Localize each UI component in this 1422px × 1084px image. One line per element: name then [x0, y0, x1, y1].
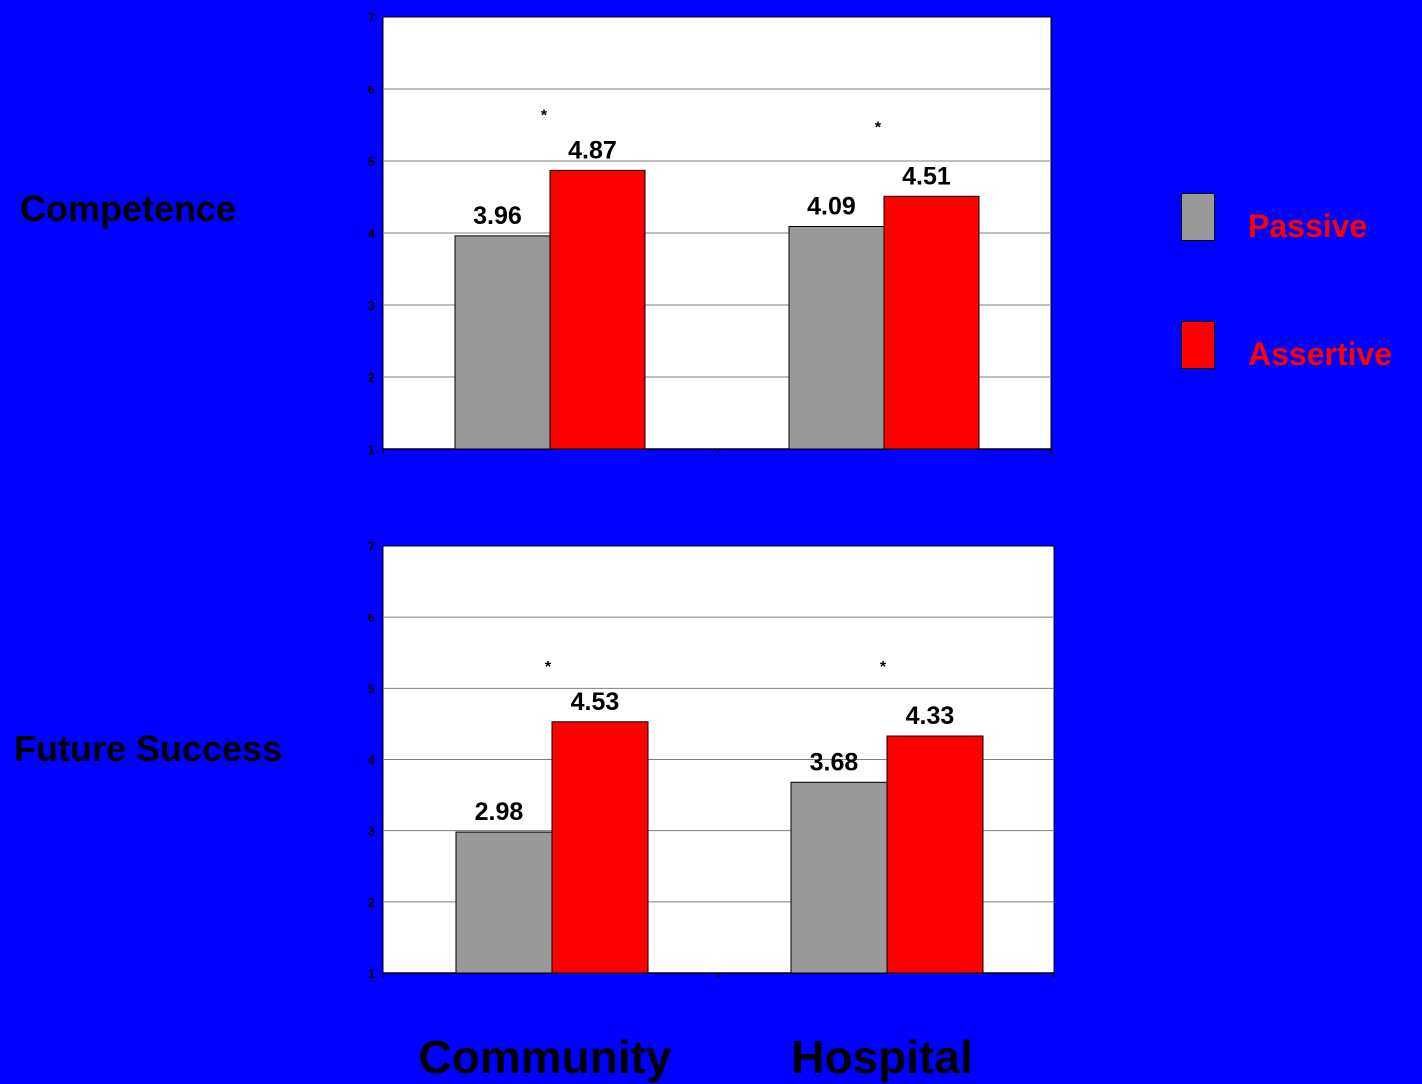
chart-future-success-bar-assertive-community: [551, 721, 649, 974]
chart-future-success-ytick-label: 4: [368, 753, 376, 768]
chart-future-success-data-label-assertive-community: 4.53: [571, 688, 620, 716]
chart-competence-ytick-label: 7: [368, 10, 375, 25]
legend-label-assertive: Assertive: [1248, 336, 1393, 372]
chart-future-success-ytick-label: 7: [368, 539, 375, 554]
chart-competence-ytick-label: 4: [368, 226, 376, 241]
chart-future-success-bar-assertive-hospital: [886, 735, 984, 974]
chart-future-success-data-label-assertive-hospital: 4.33: [906, 702, 955, 730]
category-label-hospital: Hospital: [791, 1031, 973, 1083]
chart-competence-bar-assertive-community: [549, 169, 646, 450]
chart-future-success-significance-star-hospital: *: [880, 659, 887, 676]
chart-competence-bar-passive-community: [454, 235, 551, 450]
chart-competence-significance-star-community: *: [541, 107, 548, 124]
chart-competence-bar-passive-hospital: [788, 226, 885, 450]
chart-future-success-ytick-label: 2: [368, 895, 375, 910]
chart-competence-ytick-label: 3: [368, 298, 375, 313]
legend-swatch-assertive: [1181, 321, 1215, 369]
chart-future-success-bar-passive-hospital: [790, 781, 888, 974]
chart-future-success-ytick-label: 5: [368, 681, 375, 696]
chart-competence-data-label-passive-community: 3.96: [473, 202, 522, 230]
chart-future-success-ytick-label: 1: [368, 966, 375, 981]
row-label-future-success: Future Success: [14, 728, 283, 769]
chart-competence-ytick-label: 5: [368, 154, 375, 169]
chart-competence-ytick-label: 2: [368, 370, 375, 385]
chart-competence-significance-star-hospital: *: [875, 119, 882, 136]
chart-competence-data-label-assertive-community: 4.87: [568, 136, 617, 164]
chart-competence-bar-assertive-hospital: [883, 195, 980, 450]
chart-future-success-ytick-label: 6: [368, 610, 375, 625]
chart-future-success-data-label-passive-community: 2.98: [475, 798, 524, 826]
legend-swatch-passive: [1181, 193, 1215, 241]
chart-competence-ytick-label: 6: [368, 82, 375, 97]
chart-future-success-bar-passive-community: [455, 831, 553, 974]
row-label-competence: Competence: [20, 188, 237, 229]
chart-future-success-ytick-label: 3: [368, 824, 375, 839]
legend-label-passive: Passive: [1248, 208, 1368, 244]
chart-competence-ytick-label: 1: [368, 442, 375, 457]
chart-competence-data-label-assertive-hospital: 4.51: [902, 162, 951, 190]
category-label-community: Community: [418, 1031, 672, 1083]
chart-future-success-data-label-passive-hospital: 3.68: [810, 748, 859, 776]
chart-competence-data-label-passive-hospital: 4.09: [807, 193, 856, 221]
chart-future-success-significance-star-community: *: [545, 659, 552, 676]
